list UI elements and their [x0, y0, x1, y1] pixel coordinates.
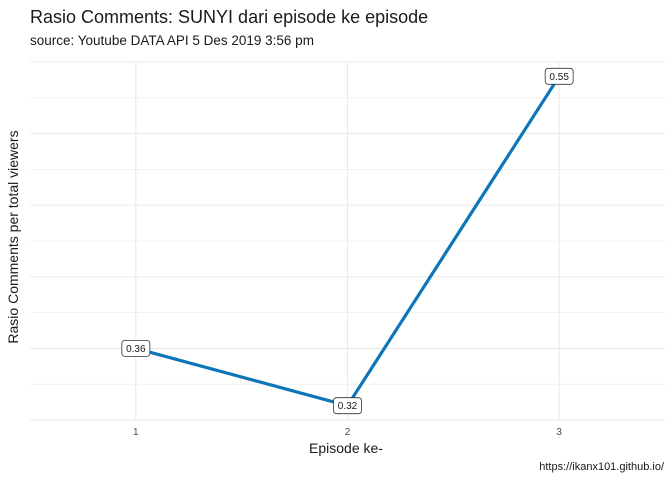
- data-labels: 0.36 0.32 0.55: [121, 67, 574, 415]
- chart-subtitle: source: Youtube DATA API 5 Des 2019 3:56…: [30, 33, 314, 48]
- data-label-text: 0.32: [338, 401, 358, 412]
- chart-title: Rasio Comments: SUNYI dari episode ke ep…: [30, 7, 428, 27]
- y-axis-title: Rasio Comments per total viewers: [5, 130, 21, 343]
- data-label-text: 0.36: [126, 344, 146, 355]
- data-label-box: [333, 397, 362, 415]
- data-label-box: [544, 67, 574, 85]
- data-label: 0.36: [121, 339, 151, 357]
- data-label: 0.55: [544, 67, 574, 85]
- data-label-text: 0.55: [549, 72, 569, 83]
- chart-caption: https://ikanx101.github.io/: [539, 461, 665, 473]
- x-axis-title: Episode ke-: [309, 440, 383, 456]
- x-tick-label: 1: [133, 427, 139, 438]
- x-tick-label: 2: [345, 427, 351, 438]
- data-label-box: [121, 339, 151, 357]
- x-tick-label: 3: [556, 427, 562, 438]
- x-tick-labels: 1 2 3: [133, 427, 562, 438]
- data-label: 0.32: [333, 397, 362, 415]
- gridlines: [30, 61, 665, 421]
